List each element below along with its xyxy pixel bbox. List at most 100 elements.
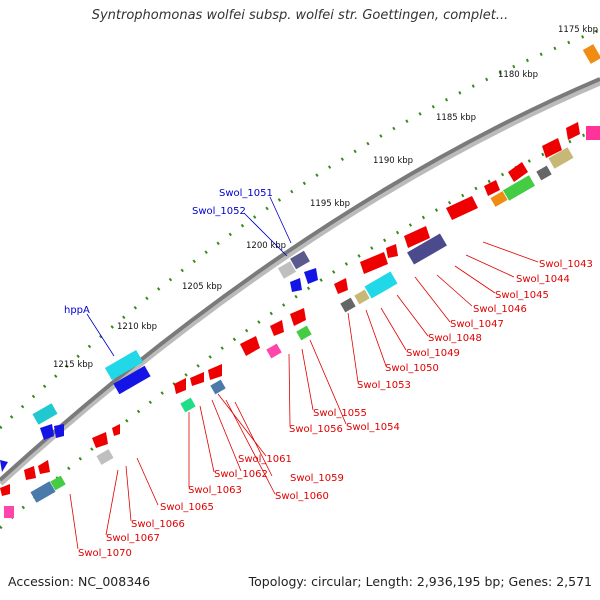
gene-arrow: [38, 460, 50, 474]
gene-label: Swol_1052: [192, 206, 246, 217]
leader-line: [125, 465, 132, 522]
gene-arrow: [54, 424, 64, 438]
leader-line: [465, 254, 515, 278]
gene-label: Swol_1051: [219, 188, 273, 199]
gene-block: [490, 191, 508, 207]
genome-summary-label: Topology: circular; Length: 2,936,195 bp…: [248, 574, 592, 589]
gene-label: Swol_1043: [539, 259, 593, 270]
leader-line: [396, 294, 429, 337]
gene-label: Swol_1062: [214, 469, 268, 480]
gene-block: [582, 44, 600, 64]
scale-label: 1195 kbp: [310, 199, 350, 209]
gene-label: Swol_1063: [188, 485, 242, 496]
scale-label: 1215 kbp: [53, 360, 93, 370]
leader-line: [225, 399, 276, 495]
leader-line: [217, 393, 267, 457]
leader-line: [414, 276, 451, 323]
gene-label: Swol_1065: [160, 502, 214, 513]
gene-arrow: [208, 364, 222, 380]
leader-line: [436, 274, 473, 307]
gene-arrow: [0, 484, 10, 496]
leader-line: [199, 405, 215, 473]
leader-line: [269, 196, 292, 244]
gene-arrow: [404, 226, 430, 248]
outer-gene-labels: Swol_1051 Swol_1052 hppA: [64, 188, 273, 316]
gene-arrow: [92, 432, 108, 448]
gene-block: [586, 126, 600, 140]
accession-label: Accession: NC_008346: [8, 574, 151, 589]
gene-block: [290, 250, 310, 270]
gene-label: Swol_1054: [346, 422, 400, 433]
leader-line: [86, 313, 115, 357]
gene-block: [210, 379, 226, 395]
inner-features: [0, 122, 600, 518]
gene-block: [113, 365, 151, 395]
leader-line: [234, 401, 273, 477]
gene-block: [340, 297, 356, 313]
gene-arrow: [174, 378, 186, 394]
gene-label: Swol_1048: [428, 333, 482, 344]
gene-label: Swol_1045: [495, 290, 549, 301]
scale-label: 1200 kbp: [246, 241, 286, 251]
gene-arrow: [360, 252, 388, 274]
outer-features: [0, 44, 600, 472]
gene-label: Swol_1061: [238, 454, 292, 465]
gene-block: [32, 403, 58, 425]
gene-block: [50, 475, 66, 491]
gene-label: Swol_1046: [473, 304, 527, 315]
gene-arrow: [40, 424, 54, 440]
gene-arrow: [290, 308, 306, 326]
gene-block: [407, 233, 447, 265]
outer-leader-lines: [86, 196, 292, 357]
gene-block: [30, 481, 56, 503]
gene-label: Swol_1056: [289, 424, 343, 435]
gene-block: [266, 343, 282, 359]
leader-line: [365, 309, 387, 367]
gene-block: [277, 261, 297, 279]
gene-arrow: [508, 162, 528, 182]
gene-arrow: [334, 278, 348, 294]
gene-label: Swol_1050: [385, 363, 439, 374]
gene-label: hppA: [64, 305, 90, 316]
inner-gene-labels: Swol_1043 Swol_1044 Swol_1045 Swol_1046 …: [78, 259, 593, 559]
gene-label: Swol_1067: [106, 533, 160, 544]
leader-line: [482, 241, 539, 263]
inner-leader-lines: [69, 241, 539, 550]
leader-line: [347, 312, 359, 383]
map-title: Syntrophomonas wolfei subsp. wolfei str.…: [91, 8, 509, 23]
gene-block: [104, 349, 144, 381]
scale-label: 1190 kbp: [373, 156, 413, 166]
scale-labels: 1175 kbp 1180 kbp 1185 kbp 1190 kbp 1195…: [53, 25, 598, 370]
gene-arrow: [304, 268, 318, 284]
gene-arrow: [484, 180, 500, 196]
scale-label: 1180 kbp: [498, 70, 538, 80]
gene-label: Swol_1070: [78, 548, 132, 559]
gene-label: Swol_1059: [290, 473, 344, 484]
gene-label: Swol_1055: [313, 408, 367, 419]
genome-backbone: [0, 77, 600, 486]
scale-label: 1210 kbp: [117, 322, 157, 332]
leader-line: [454, 265, 496, 294]
gene-block: [503, 175, 535, 201]
leader-line: [309, 339, 347, 425]
gene-label: Swol_1044: [516, 274, 570, 285]
gene-arrow: [290, 278, 302, 292]
gene-arrow: [566, 122, 580, 140]
gene-label: Swol_1049: [406, 348, 460, 359]
gene-block: [4, 506, 14, 518]
scale-label: 1185 kbp: [436, 113, 476, 123]
leader-line: [105, 469, 119, 536]
leader-line: [136, 457, 159, 506]
scale-label: 1175 kbp: [558, 25, 598, 35]
gene-arrow: [386, 244, 398, 258]
gene-block: [96, 449, 114, 465]
gene-arrow: [24, 466, 36, 480]
gene-arrow: [270, 320, 284, 336]
gene-block: [354, 289, 370, 305]
gene-arrow: [0, 460, 8, 472]
gene-label: Swol_1047: [450, 319, 504, 330]
gene-arrow: [446, 196, 478, 220]
leader-line: [211, 399, 242, 472]
gene-block: [180, 397, 196, 413]
